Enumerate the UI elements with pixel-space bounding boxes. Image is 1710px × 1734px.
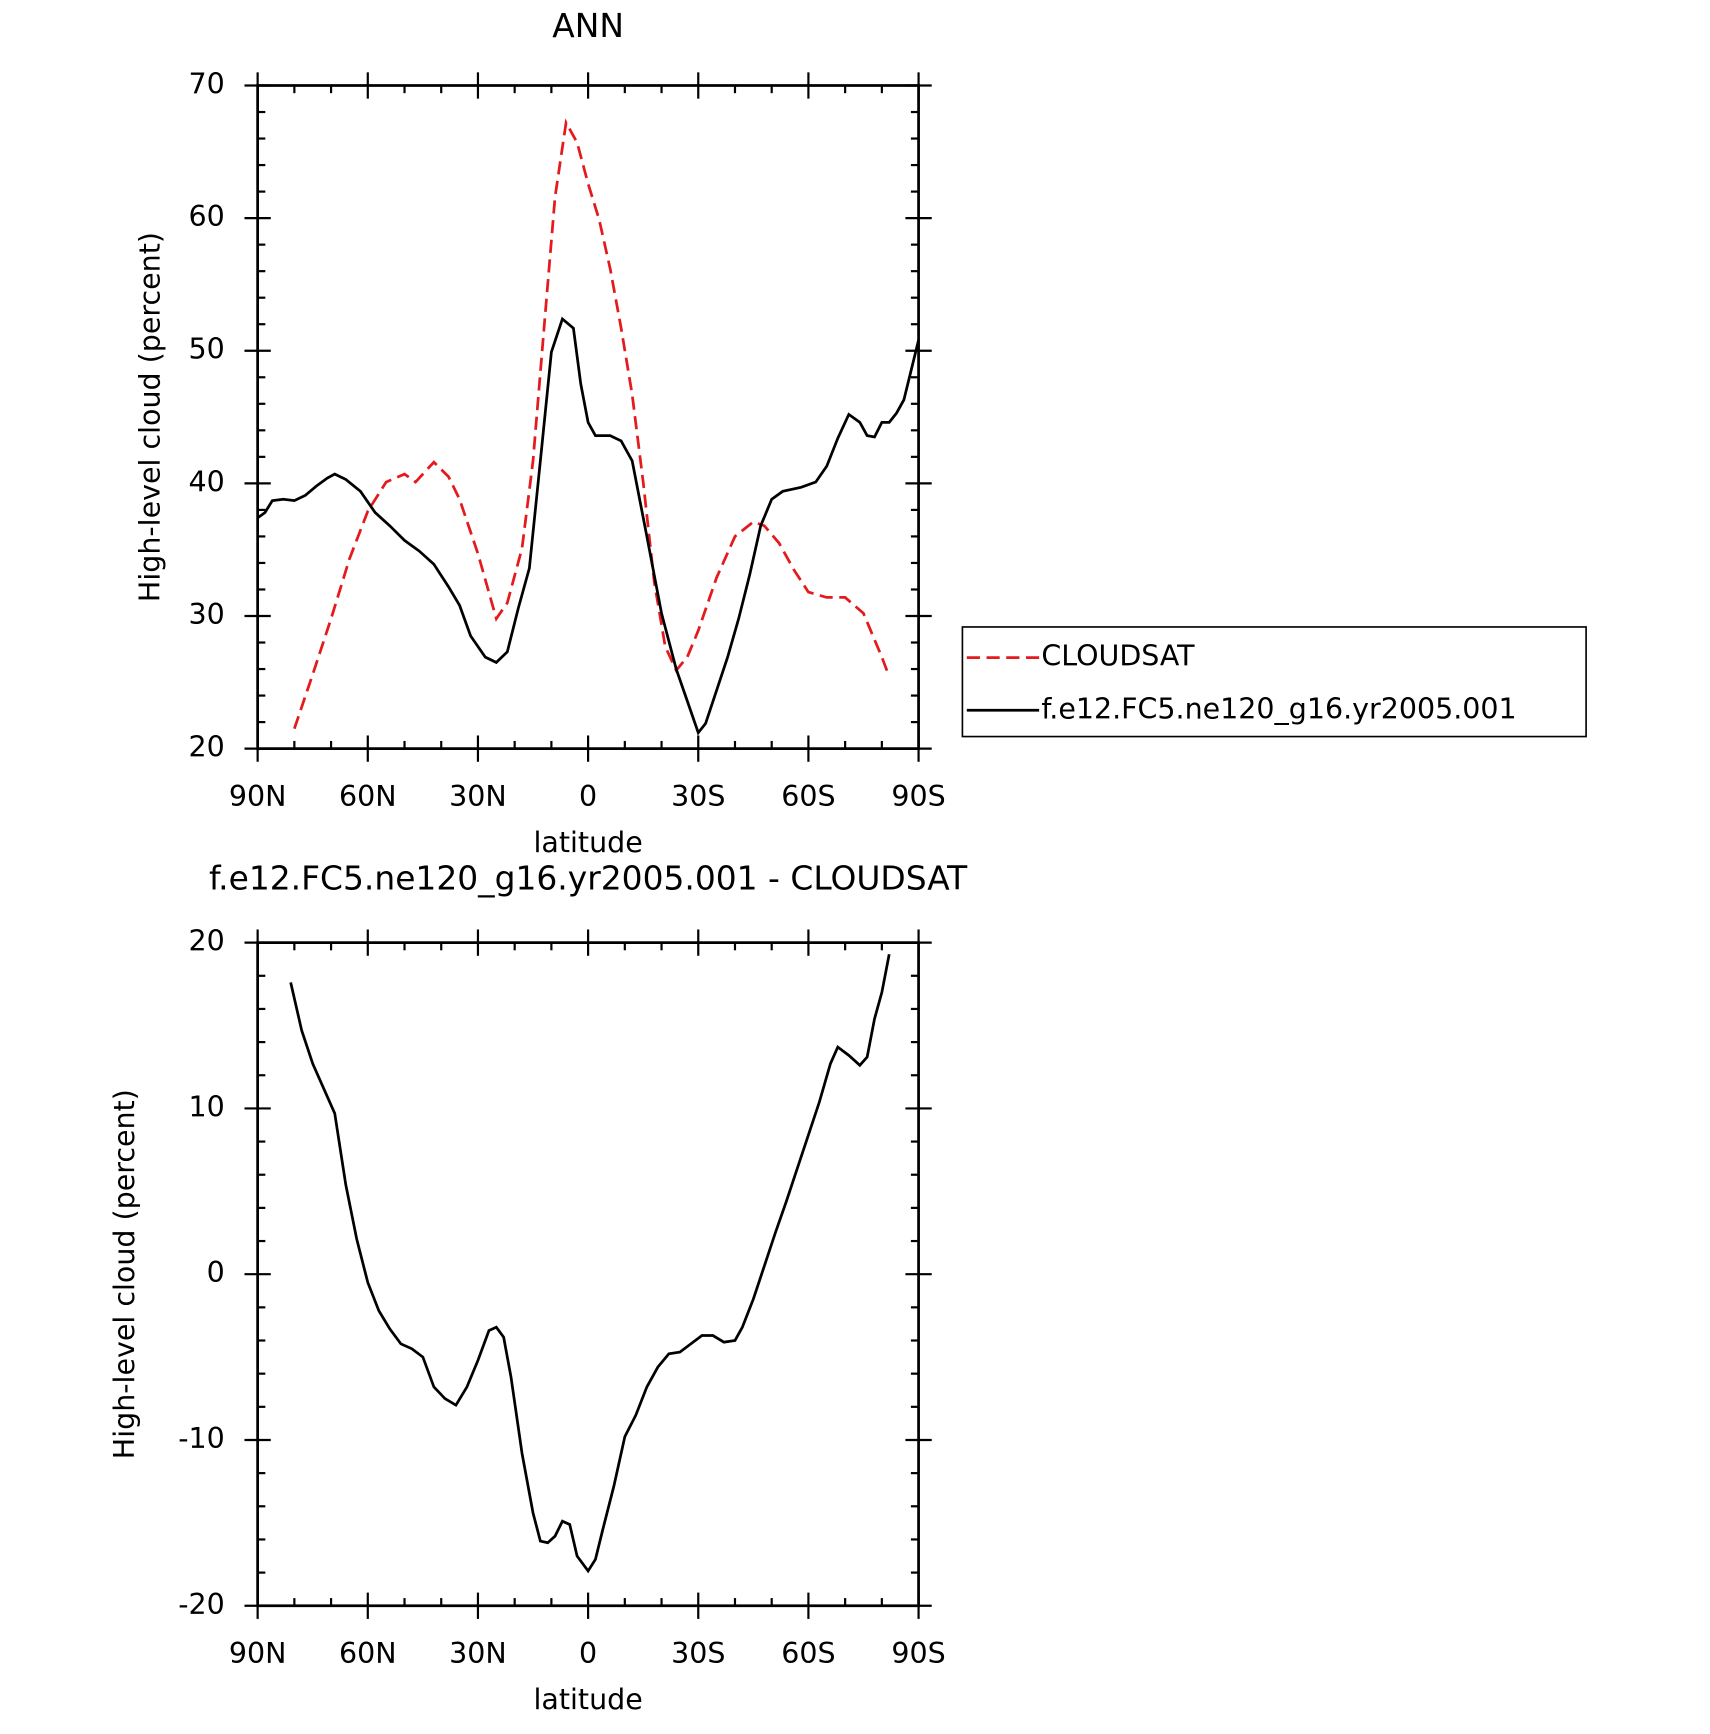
y-tick-label: 50 <box>189 333 225 366</box>
legend-box <box>961 626 1587 738</box>
data-line <box>293 118 889 730</box>
x-tick-label: 60S <box>781 780 835 813</box>
x-tick-label: 30N <box>449 780 507 813</box>
x-tick-label: 90S <box>891 780 945 813</box>
data-line <box>289 953 891 1574</box>
chart-title: f.e12.FC5.ne120_g16.yr2005.001 - CLOUDSA… <box>209 859 968 898</box>
y-tick-label: 20 <box>189 925 225 958</box>
x-tick-label: 60N <box>339 780 397 813</box>
x-axis-label: latitude <box>533 826 642 859</box>
x-tick-label: 0 <box>579 780 597 813</box>
y-tick-label: -20 <box>178 1588 225 1621</box>
legend-label: f.e12.FC5.ne120_g16.yr2005.001 <box>1041 692 1516 725</box>
plot-frame <box>256 941 920 1608</box>
x-axis-label: latitude <box>533 1683 642 1716</box>
legend: CLOUDSAT f.e12.FC5.ne120_g16.yr2005.001 <box>961 626 1587 738</box>
y-tick-label: 70 <box>189 67 225 100</box>
y-axis-label: High-level cloud (percent) <box>133 232 166 602</box>
x-tick-label: 90N <box>229 780 287 813</box>
x-tick-label: 30S <box>671 1637 725 1670</box>
y-tick-label: 0 <box>207 1256 225 1289</box>
y-axis-label: High-level cloud (percent) <box>108 1089 141 1459</box>
x-tick-label: 60S <box>781 1637 835 1670</box>
y-tick-label: 10 <box>189 1090 225 1123</box>
x-tick-label: 90S <box>891 1637 945 1670</box>
y-tick-label: -10 <box>178 1422 225 1455</box>
y-tick-label: 40 <box>189 465 225 498</box>
x-tick-label: 30N <box>449 1637 507 1670</box>
y-tick-label: 30 <box>189 598 225 631</box>
y-tick-label: 60 <box>189 200 225 233</box>
x-tick-label: 60N <box>339 1637 397 1670</box>
x-tick-label: 90N <box>229 1637 287 1670</box>
chart-title: ANN <box>552 6 624 45</box>
data-line <box>256 316 920 736</box>
x-tick-label: 30S <box>671 780 725 813</box>
x-tick-label: 0 <box>579 1637 597 1670</box>
legend-label: CLOUDSAT <box>1041 640 1195 673</box>
y-tick-label: 20 <box>189 731 225 764</box>
